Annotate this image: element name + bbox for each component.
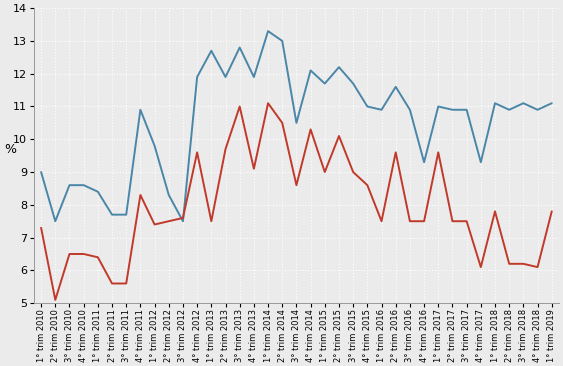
Y-axis label: %: % [4, 143, 16, 156]
